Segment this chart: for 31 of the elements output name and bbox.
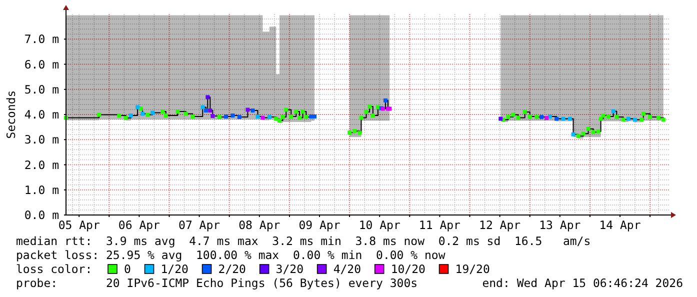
y-tick-label: 1.0 m: [24, 182, 60, 197]
x-tick-label: 06 Apr: [118, 218, 160, 232]
x-tick-label: 10 Apr: [358, 218, 400, 232]
y-axis-title: Seconds: [4, 90, 18, 139]
x-tick-label: 13 Apr: [539, 218, 581, 232]
legend-label: 19/20: [455, 262, 490, 276]
y-tick-label: 4.0 m: [24, 108, 60, 122]
y-tick-label: 0.0 m: [24, 208, 60, 222]
legend-label: 2/20: [218, 262, 246, 276]
x-tick-label: 12 Apr: [479, 218, 521, 232]
legend-label: 4/20: [333, 262, 362, 276]
text: probe: 20 IPv6-ICMP Echo Pings (56 Bytes) every 300s: [16, 276, 418, 290]
x-tick-label: 07 Apr: [178, 218, 220, 232]
legend-label: 3/20: [276, 262, 304, 276]
legend-label: 1/20: [160, 262, 189, 276]
y-tick-label: 6.0 m: [24, 57, 60, 72]
x-tick-label: 05 Apr: [58, 218, 100, 232]
y-tick-label: 5.0 m: [24, 82, 60, 96]
x-tick-label: 14 Apr: [599, 218, 641, 232]
y-tick-label: 3.0 m: [24, 132, 60, 147]
text: packet loss: 25.95 % avg 100.00 % max 0.00 % min 0.00 % now: [16, 248, 446, 262]
legend-label: 10/20: [390, 262, 426, 276]
x-tick-label: 11 Apr: [418, 218, 461, 232]
legend-title: loss color:: [16, 262, 92, 276]
y-tick-label: 2.0 m: [24, 158, 60, 172]
text: median rtt: 3.9 ms avg 4.7 ms max 3.2 ms min 3.8 ms now 0.2 ms sd 16.5 am/s: [16, 234, 591, 248]
x-tick-label: 08 Apr: [238, 218, 280, 232]
y-tick-label: 7.0 m: [24, 32, 60, 46]
legend-label: 0: [124, 262, 131, 276]
text: end: Wed Apr 15 06:46:24 2026: [482, 276, 684, 290]
x-tick-label: 09 Apr: [298, 218, 340, 232]
